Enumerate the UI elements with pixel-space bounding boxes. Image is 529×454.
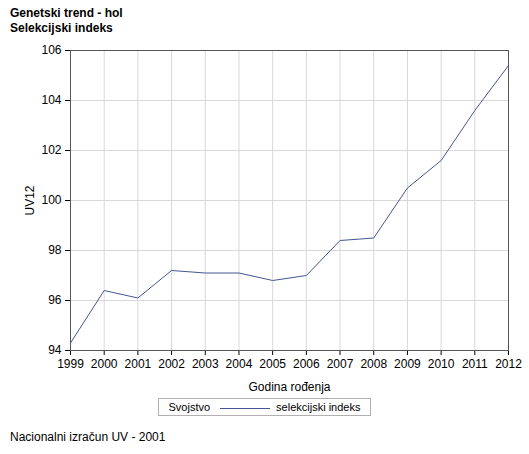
svg-text:2007: 2007: [327, 357, 354, 371]
svg-text:2009: 2009: [394, 357, 421, 371]
svg-text:1999: 1999: [57, 357, 84, 371]
html-text:Nacionalni izračun UV - 2001: Nacionalni izračun UV - 2001: [10, 430, 166, 444]
svg-text:2006: 2006: [293, 357, 320, 371]
svg-text:100: 100: [41, 193, 61, 207]
svg-text:96: 96: [48, 293, 62, 307]
svg-text:UV12: UV12: [23, 185, 37, 215]
svg-text:2012: 2012: [495, 357, 522, 371]
svg-text:94: 94: [48, 343, 62, 357]
svg-text:2003: 2003: [192, 357, 219, 371]
svg-text:106: 106: [41, 43, 61, 57]
svg-text:2010: 2010: [428, 357, 455, 371]
svg-text:2002: 2002: [158, 357, 185, 371]
svg-text:98: 98: [48, 243, 62, 257]
html-text:selekcijski indeks: selekcijski indeks: [276, 401, 361, 413]
svg-text:2004: 2004: [226, 357, 253, 371]
html-text:Genetski trend - hol: Genetski trend - hol: [10, 6, 123, 20]
svg-text:2001: 2001: [125, 357, 152, 371]
svg-text:102: 102: [41, 143, 61, 157]
svg-text:Godina rođenja: Godina rođenja: [248, 380, 330, 394]
svg-text:2011: 2011: [462, 357, 488, 371]
svg-text:104: 104: [41, 93, 61, 107]
svg-text:2000: 2000: [91, 357, 118, 371]
html-text:Svojstvo: Svojstvo: [168, 401, 211, 413]
html-text:Selekcijski indeks: Selekcijski indeks: [10, 21, 113, 35]
svg-text:2008: 2008: [360, 357, 387, 371]
svg-text:2005: 2005: [259, 357, 286, 371]
